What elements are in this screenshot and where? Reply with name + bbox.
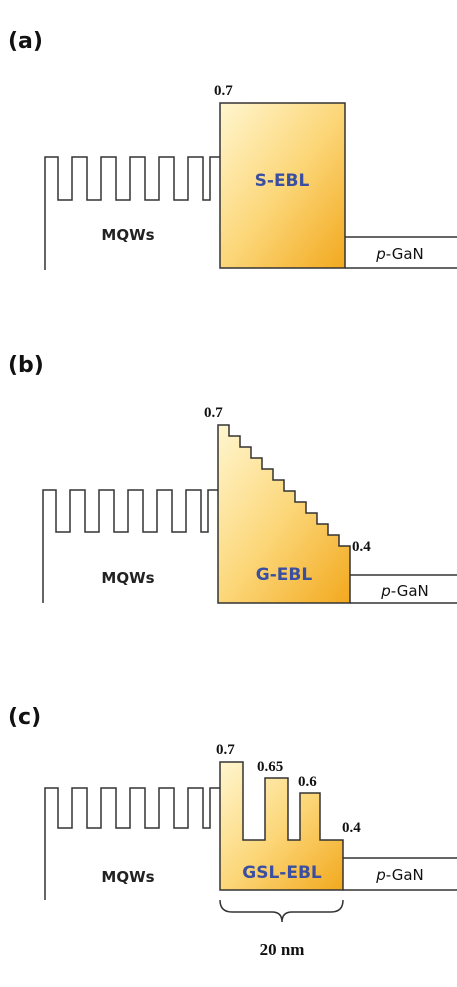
ebl xyxy=(219,102,346,269)
ebl-label: GSL-EBL xyxy=(242,863,322,883)
ebl xyxy=(217,424,351,604)
mqw-label: MQWs xyxy=(101,569,154,587)
ebl-label: S-EBL xyxy=(255,171,310,191)
p-gan xyxy=(343,857,457,891)
p-gan xyxy=(350,574,457,604)
level: 0.65 xyxy=(257,759,283,775)
level: 0.7 xyxy=(216,742,235,758)
level: 0.7 xyxy=(214,83,233,99)
ebl-label: G-EBL xyxy=(256,565,313,585)
mqw xyxy=(44,787,220,900)
pgan-label: p-GaN xyxy=(380,582,429,600)
mqw-label: MQWs xyxy=(101,868,154,886)
level: 0.4 xyxy=(352,539,371,555)
pgan-label: p-GaN xyxy=(375,245,424,263)
panel-label: (b) xyxy=(8,353,44,378)
ebl xyxy=(219,761,344,891)
level: 0.4 xyxy=(342,820,361,836)
level: 0.7 xyxy=(204,405,223,421)
mqw xyxy=(42,489,218,603)
brace xyxy=(219,899,344,923)
width-label: 20 nm xyxy=(260,940,305,959)
panel-label: (c) xyxy=(8,705,41,730)
panel-label: (a) xyxy=(8,29,43,54)
p-gan xyxy=(345,236,457,269)
pgan-label: p-GaN xyxy=(375,866,424,884)
level: 0.6 xyxy=(298,774,317,790)
mqw-label: MQWs xyxy=(101,226,154,244)
mqw xyxy=(44,156,220,270)
